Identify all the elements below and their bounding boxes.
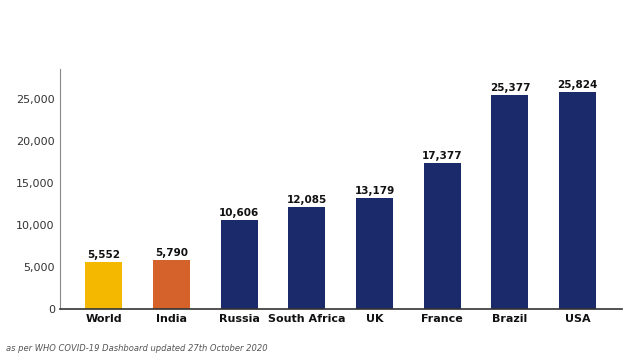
Text: 13,179: 13,179 — [354, 186, 394, 196]
Text: as per WHO COVID-19 Dashboard updated 27th October 2020: as per WHO COVID-19 Dashboard updated 27… — [6, 344, 268, 353]
Text: 5,552: 5,552 — [87, 250, 121, 260]
Text: 10,606: 10,606 — [219, 208, 259, 218]
Text: 17,377: 17,377 — [422, 151, 462, 161]
Bar — [85, 262, 122, 309]
Bar — [559, 92, 596, 309]
Text: 25,377: 25,377 — [490, 83, 530, 93]
Bar — [288, 207, 325, 309]
Text: 25,824: 25,824 — [558, 80, 598, 89]
Text: Cases per Million Population - Amongst the Lowest in the World: Cases per Million Population - Amongst t… — [8, 22, 628, 40]
Bar — [153, 260, 190, 309]
Bar — [491, 95, 529, 309]
Bar — [220, 220, 257, 309]
Bar — [356, 198, 393, 309]
Text: 5,790: 5,790 — [155, 248, 188, 258]
Bar — [424, 163, 461, 309]
Text: 12,085: 12,085 — [287, 195, 327, 205]
